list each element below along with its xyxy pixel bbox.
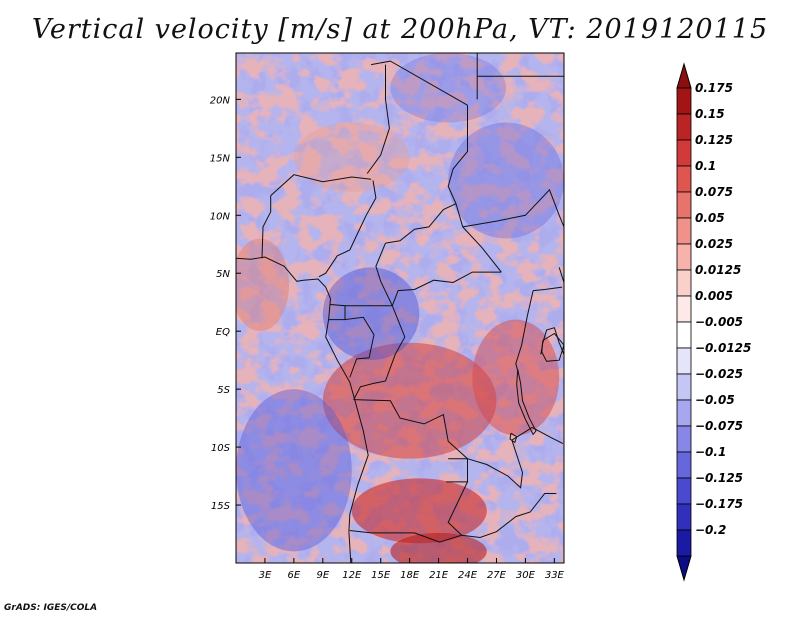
colorbar-swatch bbox=[676, 321, 692, 349]
y-tick-label: 5N bbox=[216, 269, 230, 280]
downdraft-region-sudan bbox=[448, 122, 564, 239]
x-tick-label: 33E bbox=[545, 570, 565, 581]
border-car-sudan bbox=[462, 226, 502, 273]
border-niger-nigeria bbox=[270, 174, 372, 196]
plot-frame bbox=[235, 52, 565, 564]
x-tick-label: 21E bbox=[429, 570, 449, 581]
colorbar-label: 0.175 bbox=[695, 81, 733, 95]
colorbar-label: −0.025 bbox=[695, 367, 743, 381]
updraft-region-zambia bbox=[351, 478, 487, 544]
colorbar-label: 0.025 bbox=[695, 237, 733, 251]
border-tanzania-zambia bbox=[531, 426, 564, 445]
border-congo-drc bbox=[353, 305, 406, 400]
border-drc-zambia bbox=[448, 426, 533, 489]
colorbar-swatch bbox=[676, 425, 692, 453]
border-car-congo bbox=[391, 271, 502, 306]
coastline-west bbox=[236, 256, 369, 563]
colorbar-swatch bbox=[676, 477, 692, 505]
colorbar-swatch bbox=[676, 529, 692, 557]
colorbar-swatch bbox=[676, 87, 692, 115]
downdraft-region-atlantic bbox=[236, 389, 352, 552]
colorbar-swatch bbox=[676, 451, 692, 479]
colorbar-label: −0.2 bbox=[695, 523, 726, 537]
colorbar-label: −0.0125 bbox=[695, 341, 751, 355]
x-tick-label: 30E bbox=[516, 570, 536, 581]
y-tick-label: 10S bbox=[211, 443, 231, 454]
border-nigeria-cameroon bbox=[318, 180, 377, 278]
colorbar-swatch bbox=[676, 373, 692, 401]
lake-malawi bbox=[563, 441, 564, 445]
colorbar-swatch bbox=[676, 503, 692, 531]
x-tick-label: 6E bbox=[288, 570, 301, 581]
colorbar-label: −0.175 bbox=[695, 497, 743, 511]
updraft-region-lakes bbox=[472, 319, 560, 436]
x-tick-label: 18E bbox=[400, 570, 420, 581]
border-chad-sudan bbox=[447, 105, 468, 228]
x-tick-label: 9E bbox=[316, 570, 329, 581]
colorbar-label: −0.005 bbox=[695, 315, 743, 329]
lake-mweru bbox=[509, 432, 518, 444]
y-tick-label: 15S bbox=[211, 501, 231, 512]
updraft-region-congo bbox=[322, 342, 497, 459]
x-tick-label: 3E bbox=[259, 570, 272, 581]
colorbar-label: 0.15 bbox=[695, 107, 725, 121]
border-gabon bbox=[330, 304, 375, 378]
colorbar-swatch bbox=[676, 139, 692, 167]
border-drc-rwanda bbox=[515, 344, 523, 371]
border-south-sudan-north bbox=[462, 188, 564, 228]
border-kenya-ethiopia bbox=[558, 267, 564, 283]
x-tick-label: 27E bbox=[487, 570, 507, 581]
border-zambia-south bbox=[461, 493, 557, 539]
colorbar-swatch bbox=[676, 295, 692, 323]
y-tick-label: 20N bbox=[210, 95, 231, 106]
colorbar-label: −0.05 bbox=[695, 393, 735, 407]
border-chad-niger bbox=[366, 64, 390, 174]
border-benin-nigeria bbox=[261, 195, 272, 259]
lake-victoria bbox=[541, 332, 564, 362]
updraft-region-sahel bbox=[293, 122, 410, 193]
colorbar-top-cap bbox=[676, 62, 692, 89]
colorbar-label: −0.075 bbox=[695, 419, 743, 433]
colorbar-label: −0.125 bbox=[695, 471, 743, 485]
chart-title: Vertical velocity [m/s] at 200hPa, VT: 2… bbox=[31, 14, 769, 45]
x-tick-label: 24E bbox=[458, 570, 478, 581]
colorbar-swatch bbox=[676, 399, 692, 427]
downdraft-region-libya bbox=[390, 53, 507, 123]
y-tick-label: 15N bbox=[210, 153, 231, 164]
border-ss-uganda bbox=[533, 286, 563, 292]
grads-credit: GrADS: IGES/COLA bbox=[4, 603, 98, 613]
colorbar-swatch bbox=[676, 269, 692, 297]
x-tick-label: 15E bbox=[371, 570, 391, 581]
y-tick-label: 5S bbox=[217, 385, 230, 396]
colorbar-label: 0.1 bbox=[695, 159, 716, 173]
updraft-region-gulf bbox=[236, 238, 290, 332]
colorbar-swatch bbox=[676, 243, 692, 271]
y-tick-label: EQ bbox=[216, 327, 230, 338]
colorbar-swatch bbox=[676, 113, 692, 141]
border-angola-zambia bbox=[446, 481, 469, 536]
border-cameroon-car bbox=[375, 242, 393, 306]
border-angola-namibia bbox=[349, 530, 462, 543]
colorbar-label: 0.075 bbox=[695, 185, 733, 199]
border-libya-chad bbox=[371, 60, 468, 106]
colorbar-label: −0.1 bbox=[695, 445, 726, 459]
colorbar-swatch bbox=[676, 165, 692, 193]
colorbar-swatch bbox=[676, 191, 692, 219]
colorbar-label: 0.005 bbox=[695, 289, 733, 303]
colorbar-label: 0.05 bbox=[695, 211, 725, 225]
border-chad-car bbox=[385, 203, 457, 244]
colorbar-swatch bbox=[676, 217, 692, 245]
updraft-region-south bbox=[390, 532, 487, 563]
border-uganda-drc bbox=[521, 290, 534, 346]
colorbar-label: 0.125 bbox=[695, 133, 733, 147]
colorbar-swatch bbox=[676, 347, 692, 375]
lake-tanganyika bbox=[516, 369, 537, 436]
colorbar-bottom-cap bbox=[676, 555, 692, 582]
border-angola-drc bbox=[353, 399, 468, 482]
downdraft-region-cameroon bbox=[322, 267, 420, 361]
y-tick-label: 10N bbox=[210, 211, 231, 222]
colorbar-label: 0.0125 bbox=[695, 263, 741, 277]
x-tick-label: 12E bbox=[342, 570, 362, 581]
